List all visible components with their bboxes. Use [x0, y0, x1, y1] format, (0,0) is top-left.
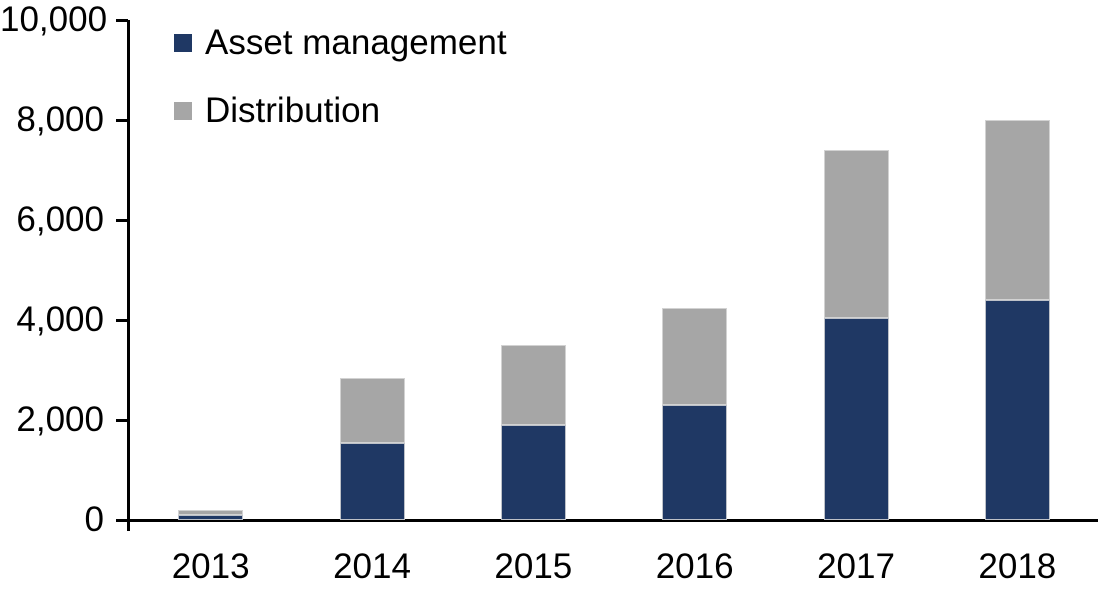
- bar-2013: [178, 20, 244, 520]
- legend-label-asset-management: Asset management: [205, 23, 507, 62]
- bar-segment-asset-management-2016: [662, 405, 728, 520]
- y-tick-label: 8,000: [16, 100, 104, 139]
- bar-segment-distribution-2015: [500, 345, 566, 425]
- x-label-2018: 2018: [978, 547, 1057, 586]
- x-label-2017: 2017: [817, 547, 895, 586]
- x-label-2013: 2013: [171, 547, 250, 586]
- x-axis-line: [117, 519, 1098, 522]
- legend: Asset management Distribution: [174, 22, 507, 158]
- y-tick: [116, 19, 128, 22]
- legend-item-asset-management: Asset management: [174, 22, 507, 64]
- y-tick: [116, 319, 128, 322]
- y-tick-label: 2,000: [16, 400, 104, 439]
- bar-segment-distribution-2013: [178, 510, 244, 515]
- legend-label-distribution: Distribution: [205, 91, 381, 130]
- bar-segment-asset-management-2017: [823, 317, 889, 520]
- bar-segment-asset-management-2014: [339, 442, 405, 520]
- bar-segment-asset-management-2015: [500, 425, 566, 520]
- bar-2015: [500, 20, 566, 520]
- bar-2016: [662, 20, 728, 520]
- bar-segment-asset-management-2018: [984, 300, 1050, 520]
- bar-2017: [823, 20, 889, 520]
- bar-segment-distribution-2018: [984, 120, 1050, 300]
- bar-segment-distribution-2016: [662, 307, 728, 405]
- plot-area: [130, 20, 1098, 520]
- y-tick: [116, 519, 128, 522]
- x-label-2016: 2016: [655, 547, 734, 586]
- bar-segment-distribution-2017: [823, 150, 889, 318]
- y-axis-line: [127, 20, 130, 531]
- y-tick: [116, 419, 128, 422]
- y-tick-label: 0: [84, 500, 104, 539]
- bar-2018: [984, 20, 1050, 520]
- bar-segment-asset-management-2013: [178, 515, 244, 520]
- legend-swatch-asset-management: [174, 34, 192, 52]
- x-label-2015: 2015: [494, 547, 573, 586]
- bar-2014: [339, 20, 405, 520]
- y-tick: [116, 219, 128, 222]
- y-tick: [116, 119, 128, 122]
- bar-segment-distribution-2014: [339, 377, 405, 443]
- y-tick-label: 10,000: [0, 0, 108, 39]
- legend-swatch-distribution: [174, 102, 192, 120]
- y-tick-label: 4,000: [16, 300, 104, 339]
- y-tick-label: 6,000: [16, 200, 104, 239]
- legend-item-distribution: Distribution: [174, 90, 507, 132]
- x-label-2014: 2014: [333, 547, 411, 586]
